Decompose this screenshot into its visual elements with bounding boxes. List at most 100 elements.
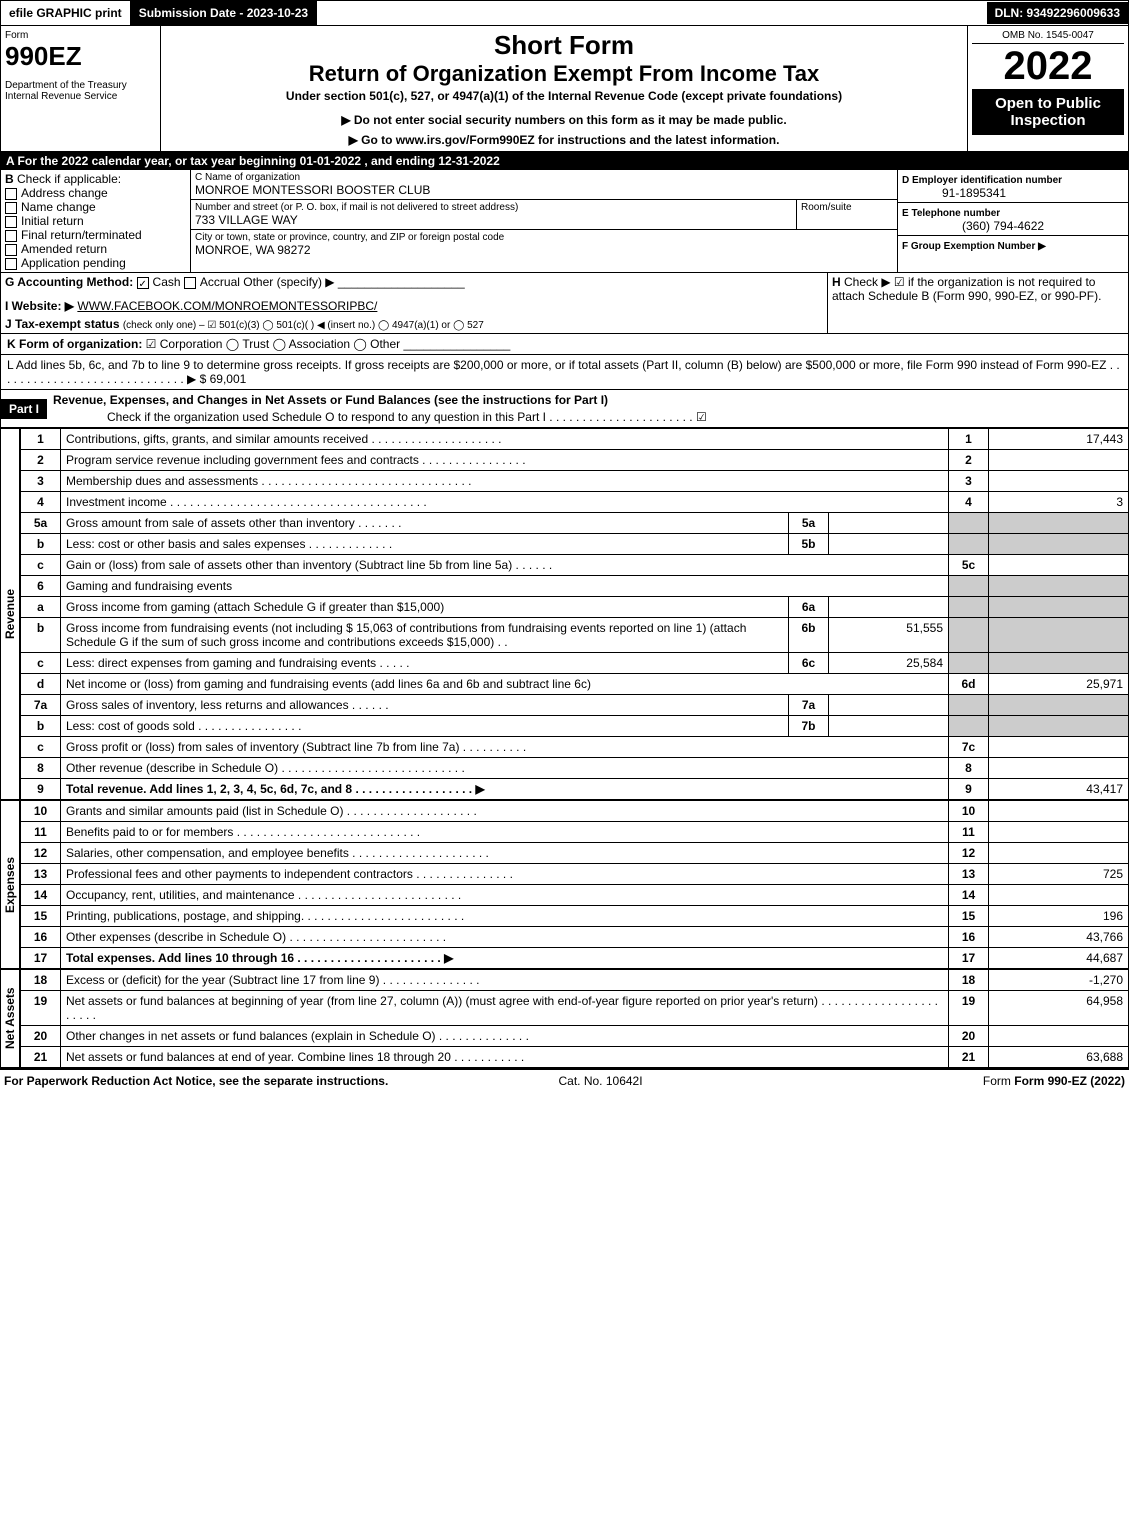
street: 733 VILLAGE WAY [195, 213, 792, 227]
page-footer: For Paperwork Reduction Act Notice, see … [0, 1068, 1129, 1092]
table-row: cGain or (loss) from sale of assets othe… [21, 555, 1129, 576]
subtitle: Under section 501(c), 527, or 4947(a)(1)… [165, 89, 963, 103]
form-label: Form [5, 30, 156, 41]
amended-return-checkbox[interactable] [5, 244, 17, 256]
initial-return-checkbox[interactable] [5, 216, 17, 228]
accrual-label: Accrual [200, 275, 240, 289]
j-text: (check only one) – ☑ 501(c)(3) ◯ 501(c)(… [123, 320, 484, 331]
d-ein-label: D Employer identification number [902, 175, 1062, 186]
table-row: bGross income from fundraising events (n… [21, 618, 1129, 653]
phone: (360) 794-4622 [962, 219, 1044, 233]
j-tax-exempt-label: J Tax-exempt status [5, 317, 120, 331]
form-number: 990EZ [5, 41, 156, 72]
net-assets-side-label: Net Assets [0, 969, 20, 1068]
omb: OMB No. 1545-0047 [972, 30, 1124, 44]
table-row: cGross profit or (loss) from sales of in… [21, 737, 1129, 758]
part-i-check: Check if the organization used Schedule … [47, 410, 1128, 427]
application-pending-checkbox[interactable] [5, 258, 17, 270]
submission-date: Submission Date - 2023-10-23 [130, 1, 317, 25]
irs-label: Internal Revenue Service [5, 91, 156, 102]
table-row: 5aGross amount from sale of assets other… [21, 513, 1129, 534]
form-header: Form 990EZ Department of the Treasury In… [0, 26, 1129, 152]
expenses-section: Expenses 10Grants and similar amounts pa… [0, 800, 1129, 969]
part-i-label: Part I [1, 399, 47, 419]
efile-print-button[interactable]: efile GRAPHIC print [1, 2, 130, 24]
street-label: Number and street (or P. O. box, if mail… [195, 202, 792, 213]
website-url[interactable]: WWW.FACEBOOK.COM/MONROEMONTESSORIPBC/ [77, 299, 377, 313]
top-bar: efile GRAPHIC print Submission Date - 20… [0, 0, 1129, 26]
table-row: 4Investment income . . . . . . . . . . .… [21, 492, 1129, 513]
table-row: aGross income from gaming (attach Schedu… [21, 597, 1129, 618]
table-row: bLess: cost or other basis and sales exp… [21, 534, 1129, 555]
line-l: L Add lines 5b, 6c, and 7b to line 9 to … [0, 355, 1129, 390]
line-a: A For the 2022 calendar year, or tax yea… [0, 152, 1129, 170]
k-label: K Form of organization: [7, 337, 142, 351]
application-pending-label: Application pending [21, 256, 126, 270]
org-name: MONROE MONTESSORI BOOSTER CLUB [195, 183, 893, 197]
table-row: 11Benefits paid to or for members . . . … [21, 822, 1129, 843]
expenses-side-label: Expenses [0, 800, 20, 969]
main-title: Return of Organization Exempt From Incom… [165, 61, 963, 87]
table-row: 8Other revenue (describe in Schedule O) … [21, 758, 1129, 779]
city-state-zip: MONROE, WA 98272 [195, 243, 893, 257]
table-row: 2Program service revenue including gover… [21, 450, 1129, 471]
other-method-label: Other (specify) ▶ [243, 275, 334, 289]
final-return-label: Final return/terminated [21, 228, 142, 242]
final-return-checkbox[interactable] [5, 230, 17, 242]
ein: 91-1895341 [942, 186, 1006, 200]
table-row: 14Occupancy, rent, utilities, and mainte… [21, 885, 1129, 906]
accrual-checkbox[interactable] [184, 277, 196, 289]
net-assets-section: Net Assets 18Excess or (deficit) for the… [0, 969, 1129, 1068]
b-label: B [5, 172, 14, 186]
c-name-label: C Name of organization [195, 172, 893, 183]
table-row: bLess: cost of goods sold . . . . . . . … [21, 716, 1129, 737]
open-to-public: Open to Public Inspection [972, 89, 1124, 135]
cat-no: Cat. No. 10642I [559, 1074, 643, 1088]
goto-note: ▶ Go to www.irs.gov/Form990EZ for instru… [165, 133, 963, 147]
form-ref-bold: Form 990-EZ (2022) [1014, 1074, 1125, 1088]
line-17-desc: Total expenses. Add lines 10 through 16 … [66, 951, 453, 965]
room-suite-label: Room/suite [797, 200, 897, 229]
address-change-label: Address change [21, 186, 108, 200]
table-row: 16Other expenses (describe in Schedule O… [21, 927, 1129, 948]
h-label: H [832, 275, 841, 289]
table-row: 20Other changes in net assets or fund ba… [21, 1026, 1129, 1047]
revenue-side-label: Revenue [0, 428, 20, 800]
table-row: 10Grants and similar amounts paid (list … [21, 801, 1129, 822]
ssn-note: ▶ Do not enter social security numbers o… [165, 113, 963, 127]
address-change-checkbox[interactable] [5, 188, 17, 200]
table-row: 21Net assets or fund balances at end of … [21, 1047, 1129, 1068]
table-row: 19Net assets or fund balances at beginni… [21, 991, 1129, 1026]
table-row: dNet income or (loss) from gaming and fu… [21, 674, 1129, 695]
short-form-title: Short Form [165, 30, 963, 61]
form-ref: Form Form 990-EZ (2022) [983, 1074, 1125, 1088]
city-label: City or town, state or province, country… [195, 232, 893, 243]
name-change-label: Name change [21, 200, 96, 214]
table-row: 7aGross sales of inventory, less returns… [21, 695, 1129, 716]
amended-return-label: Amended return [21, 242, 107, 256]
revenue-section: Revenue 1Contributions, gifts, grants, a… [0, 428, 1129, 800]
expenses-table: 10Grants and similar amounts paid (list … [20, 800, 1129, 969]
table-row: 17Total expenses. Add lines 10 through 1… [21, 948, 1129, 969]
dept-treasury: Department of the Treasury [5, 80, 156, 91]
name-change-checkbox[interactable] [5, 202, 17, 214]
revenue-table: 1Contributions, gifts, grants, and simil… [20, 428, 1129, 800]
cash-checkbox[interactable] [137, 277, 149, 289]
line-k: K Form of organization: ☑ Corporation ◯ … [0, 334, 1129, 355]
f-group-exemption: F Group Exemption Number ▶ [902, 241, 1046, 252]
g-label: G Accounting Method: [5, 275, 133, 289]
tax-year: 2022 [972, 44, 1124, 89]
table-row: 9Total revenue. Add lines 1, 2, 3, 4, 5c… [21, 779, 1129, 800]
initial-return-label: Initial return [21, 214, 84, 228]
table-row: 3Membership dues and assessments . . . .… [21, 471, 1129, 492]
g-h-row: G Accounting Method: Cash Accrual Other … [0, 273, 1129, 334]
net-assets-table: 18Excess or (deficit) for the year (Subt… [20, 969, 1129, 1068]
check-if-applicable: Check if applicable: [17, 172, 121, 186]
part-i-title: Revenue, Expenses, and Changes in Net As… [47, 390, 1128, 410]
table-row: 1Contributions, gifts, grants, and simil… [21, 429, 1129, 450]
line-9-desc: Total revenue. Add lines 1, 2, 3, 4, 5c,… [66, 782, 485, 796]
identity-block: B Check if applicable: Address change Na… [0, 170, 1129, 273]
k-text: ☑ Corporation ◯ Trust ◯ Association ◯ Ot… [146, 337, 400, 351]
dln: DLN: 93492296009633 [987, 2, 1128, 24]
part-i-header: Part I Revenue, Expenses, and Changes in… [0, 390, 1129, 428]
